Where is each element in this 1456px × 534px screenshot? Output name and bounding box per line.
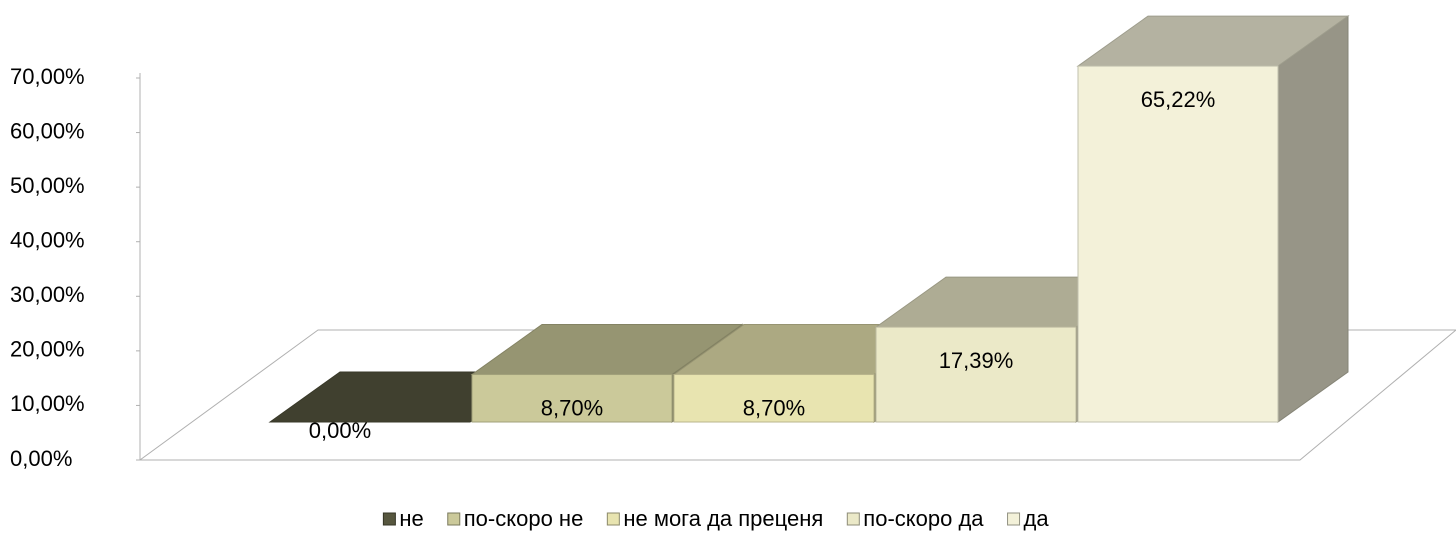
bar [471,374,673,423]
legend-label: да [1024,506,1050,531]
y-tick-label: 10,00% [10,391,85,416]
legend-marker [606,512,620,526]
bar-side [1277,15,1349,423]
y-tick-label: 50,00% [10,173,85,198]
bar [1077,65,1279,423]
y-tick-label: 70,00% [10,64,85,89]
bar [875,326,1077,423]
y-tick-label: 0,00% [10,446,72,471]
data-label: 8,70% [743,395,805,420]
y-tick-label: 40,00% [10,228,85,253]
y-tick-label: 20,00% [10,337,85,362]
bar [673,374,875,423]
legend-label: не мога да преценя [623,506,823,531]
data-label: 0,00% [309,418,371,443]
y-tick-label: 60,00% [10,118,85,143]
legend-marker [846,512,860,526]
data-label: 65,22% [1141,87,1216,112]
legend: не по-скоро не не мога да преценя по-скоро … [382,506,1050,531]
legend-label: не [399,506,423,531]
data-label: 8,70% [541,395,603,420]
legend-marker [1007,512,1021,526]
legend-marker [382,512,396,526]
data-label: 17,39% [939,348,1014,373]
y-tick-label: 30,00% [10,282,85,307]
legend-label: по-скоро не [464,506,584,531]
legend-marker [447,512,461,526]
legend-label: по-скоро да [863,506,984,531]
